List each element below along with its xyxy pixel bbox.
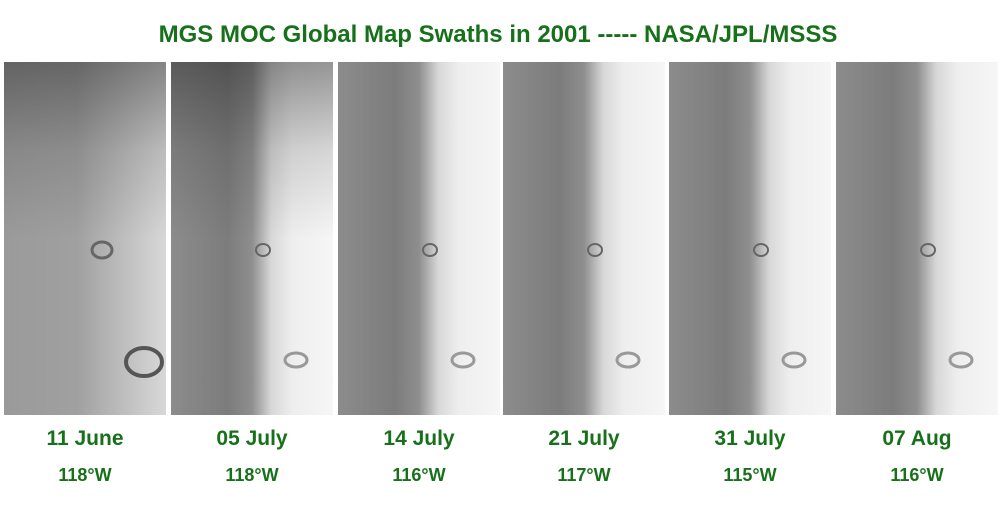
- longitude-label: 118°W: [225, 465, 278, 485]
- title: MGS MOC Global Map Swaths in 2001 ----- …: [159, 21, 838, 48]
- polar-hood: [171, 62, 333, 415]
- longitude-label: 116°W: [890, 465, 943, 485]
- date-label: 05 July: [216, 427, 288, 450]
- date-label: 31 July: [714, 427, 786, 450]
- crater: [920, 243, 936, 257]
- crater: [615, 351, 641, 369]
- longitude-label: 116°W: [392, 465, 445, 485]
- date-label: 21 July: [548, 427, 620, 450]
- date-label: 14 July: [383, 427, 455, 450]
- swath-image: [503, 62, 665, 415]
- crater: [90, 240, 114, 260]
- longitude-label: 118°W: [58, 465, 111, 485]
- crater: [948, 351, 974, 369]
- swath-image: [338, 62, 500, 415]
- crater: [422, 243, 438, 257]
- polar-hood: [4, 62, 166, 415]
- crater: [587, 243, 603, 257]
- date-label: 11 June: [46, 427, 123, 450]
- swath-panels: [4, 62, 998, 415]
- crater: [124, 346, 164, 378]
- crater: [781, 351, 807, 369]
- crater: [753, 243, 769, 257]
- longitude-label: 117°W: [557, 465, 610, 485]
- crater: [255, 243, 271, 257]
- swath-image: [836, 62, 998, 415]
- crater: [283, 351, 309, 369]
- crater: [450, 351, 476, 369]
- longitude-label: 115°W: [723, 465, 776, 485]
- date-label: 07 Aug: [882, 427, 951, 450]
- swath-image: [669, 62, 831, 415]
